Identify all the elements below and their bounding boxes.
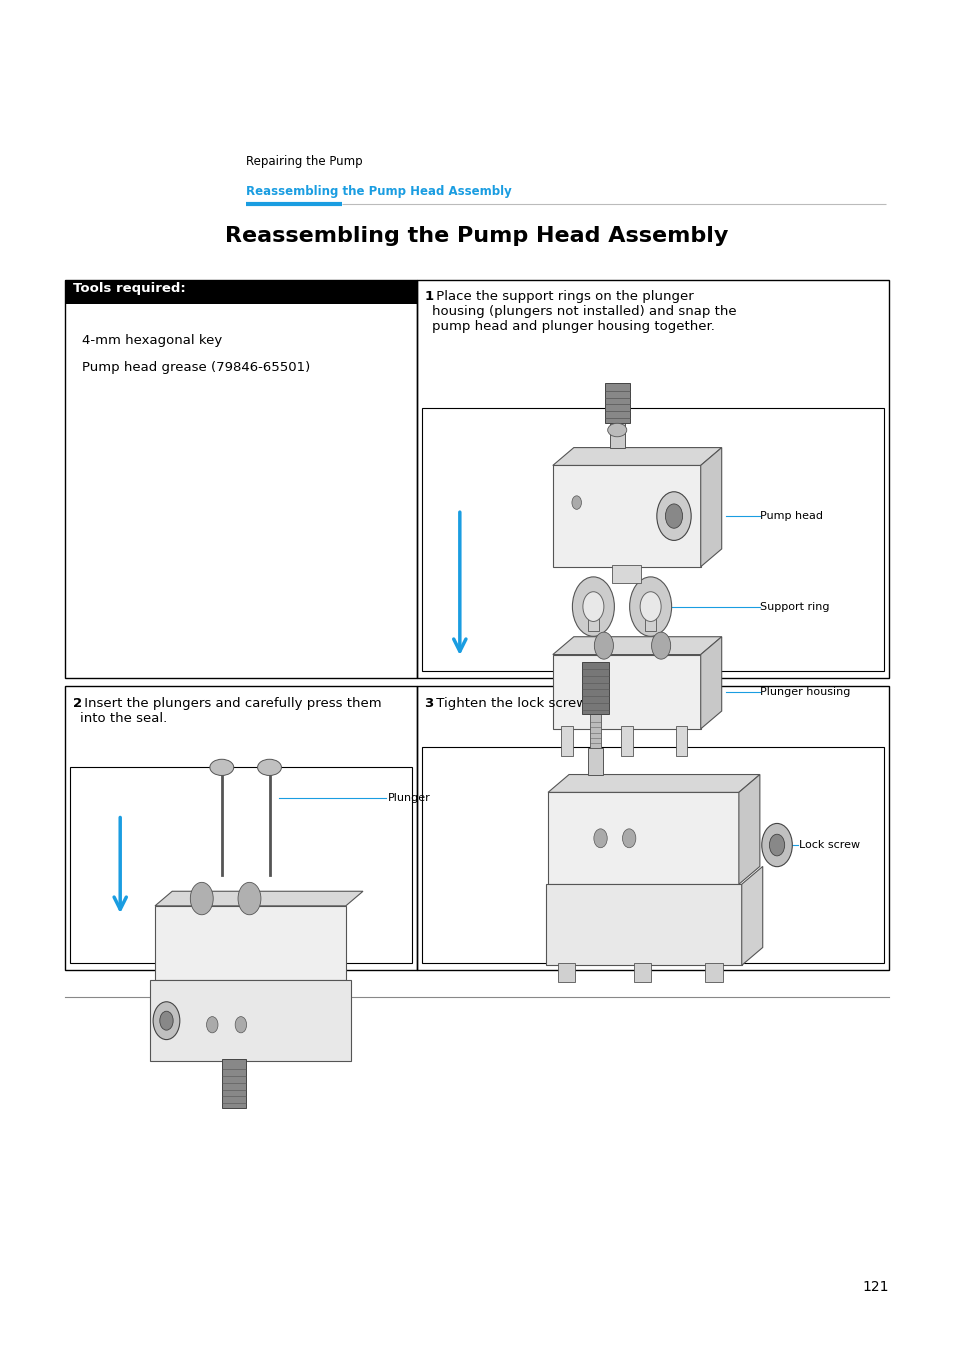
Circle shape — [651, 632, 670, 659]
Circle shape — [152, 1002, 179, 1040]
Text: Pump head: Pump head — [759, 511, 822, 521]
Bar — [421, 408, 883, 671]
Bar — [545, 884, 741, 965]
Text: 4-mm hexagonal key: 4-mm hexagonal key — [82, 334, 222, 347]
Circle shape — [237, 882, 261, 915]
Polygon shape — [553, 447, 721, 465]
Bar — [221, 1059, 246, 1108]
Bar — [560, 727, 572, 755]
Bar — [604, 382, 629, 423]
Bar — [704, 962, 722, 981]
Bar — [644, 607, 656, 631]
Bar — [65, 280, 416, 678]
Bar — [557, 962, 574, 981]
Bar — [675, 727, 686, 755]
Polygon shape — [547, 774, 759, 792]
Ellipse shape — [210, 759, 233, 775]
Bar — [581, 662, 608, 713]
Bar — [70, 767, 412, 963]
Text: Insert the plungers and carefully press them
into the seal.: Insert the plungers and carefully press … — [80, 697, 381, 725]
Bar — [416, 280, 888, 678]
Polygon shape — [738, 774, 759, 884]
Text: Tools required:: Tools required: — [72, 282, 185, 296]
Circle shape — [768, 834, 783, 857]
Circle shape — [656, 492, 690, 540]
Text: 1: 1 — [424, 290, 434, 304]
Circle shape — [639, 592, 660, 621]
Ellipse shape — [257, 759, 281, 775]
Circle shape — [190, 882, 213, 915]
Circle shape — [206, 1017, 217, 1034]
Circle shape — [665, 504, 682, 528]
Polygon shape — [553, 636, 721, 654]
Circle shape — [582, 592, 603, 621]
Text: Reassembling the Pump Head Assembly: Reassembling the Pump Head Assembly — [225, 226, 728, 246]
Polygon shape — [741, 866, 762, 965]
Text: Support ring: Support ring — [759, 601, 828, 612]
Circle shape — [593, 828, 607, 848]
Text: 121: 121 — [862, 1281, 888, 1294]
Bar — [587, 747, 602, 774]
Polygon shape — [154, 892, 363, 905]
Circle shape — [760, 823, 791, 867]
Bar — [587, 607, 598, 631]
Text: Repairing the Pump: Repairing the Pump — [246, 154, 362, 168]
Text: Lock screw: Lock screw — [798, 840, 860, 850]
Text: Plunger: Plunger — [388, 793, 431, 804]
Text: Pump head grease (79846-65501): Pump head grease (79846-65501) — [82, 361, 310, 374]
Circle shape — [572, 577, 614, 636]
Polygon shape — [700, 447, 721, 566]
Bar — [416, 686, 888, 970]
Bar — [589, 713, 600, 747]
Bar — [553, 654, 700, 728]
Text: Tighten the lock screw.: Tighten the lock screw. — [432, 697, 590, 711]
Circle shape — [629, 577, 671, 636]
Bar — [620, 727, 632, 755]
Bar — [553, 465, 700, 566]
Bar — [612, 565, 640, 584]
Circle shape — [621, 828, 635, 848]
Polygon shape — [700, 636, 721, 728]
Bar — [65, 280, 416, 304]
Text: Place the support rings on the plunger
housing (plungers not installed) and snap: Place the support rings on the plunger h… — [432, 290, 736, 334]
Text: Reassembling the Pump Head Assembly: Reassembling the Pump Head Assembly — [246, 185, 512, 199]
Bar — [421, 747, 883, 963]
Bar — [65, 686, 416, 970]
Text: 2: 2 — [72, 697, 82, 711]
Bar — [609, 423, 624, 447]
Bar — [633, 962, 650, 981]
Circle shape — [234, 1017, 246, 1034]
Text: 3: 3 — [424, 697, 434, 711]
Ellipse shape — [607, 423, 626, 436]
Circle shape — [572, 496, 581, 509]
Bar — [154, 907, 345, 981]
Text: Plunger housing: Plunger housing — [759, 686, 849, 697]
Bar — [151, 981, 351, 1062]
Bar — [547, 792, 738, 884]
Circle shape — [594, 632, 613, 659]
Circle shape — [159, 1011, 173, 1031]
